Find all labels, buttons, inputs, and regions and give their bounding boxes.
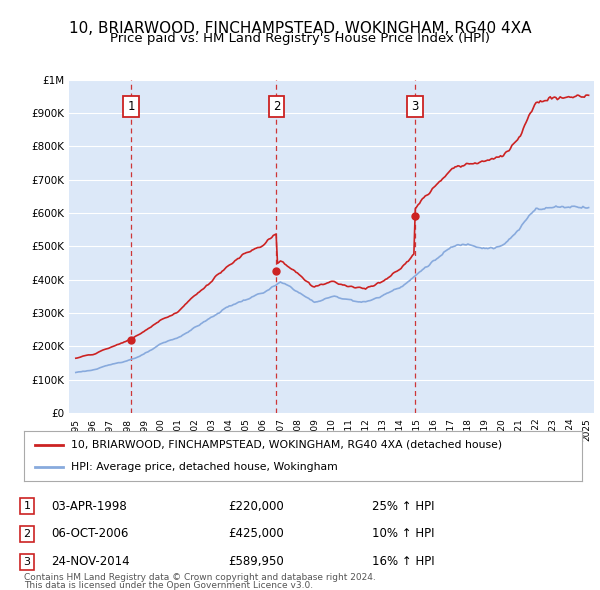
Text: £425,000: £425,000: [228, 527, 284, 540]
Text: 3: 3: [23, 557, 31, 566]
Text: 10, BRIARWOOD, FINCHAMPSTEAD, WOKINGHAM, RG40 4XA: 10, BRIARWOOD, FINCHAMPSTEAD, WOKINGHAM,…: [69, 21, 531, 35]
Text: 2: 2: [23, 529, 31, 539]
Text: 2: 2: [272, 100, 280, 113]
Text: 25% ↑ HPI: 25% ↑ HPI: [372, 500, 434, 513]
Text: This data is licensed under the Open Government Licence v3.0.: This data is licensed under the Open Gov…: [24, 581, 313, 590]
Text: 10% ↑ HPI: 10% ↑ HPI: [372, 527, 434, 540]
Text: 10, BRIARWOOD, FINCHAMPSTEAD, WOKINGHAM, RG40 4XA (detached house): 10, BRIARWOOD, FINCHAMPSTEAD, WOKINGHAM,…: [71, 440, 503, 450]
Text: Contains HM Land Registry data © Crown copyright and database right 2024.: Contains HM Land Registry data © Crown c…: [24, 572, 376, 582]
Text: 06-OCT-2006: 06-OCT-2006: [51, 527, 128, 540]
Text: 24-NOV-2014: 24-NOV-2014: [51, 555, 130, 568]
Text: 1: 1: [127, 100, 135, 113]
Text: 16% ↑ HPI: 16% ↑ HPI: [372, 555, 434, 568]
Text: £589,950: £589,950: [228, 555, 284, 568]
Text: Price paid vs. HM Land Registry's House Price Index (HPI): Price paid vs. HM Land Registry's House …: [110, 32, 490, 45]
Text: 1: 1: [23, 502, 31, 511]
Text: 3: 3: [412, 100, 419, 113]
Text: HPI: Average price, detached house, Wokingham: HPI: Average price, detached house, Woki…: [71, 462, 338, 472]
Text: 03-APR-1998: 03-APR-1998: [51, 500, 127, 513]
Text: £220,000: £220,000: [228, 500, 284, 513]
